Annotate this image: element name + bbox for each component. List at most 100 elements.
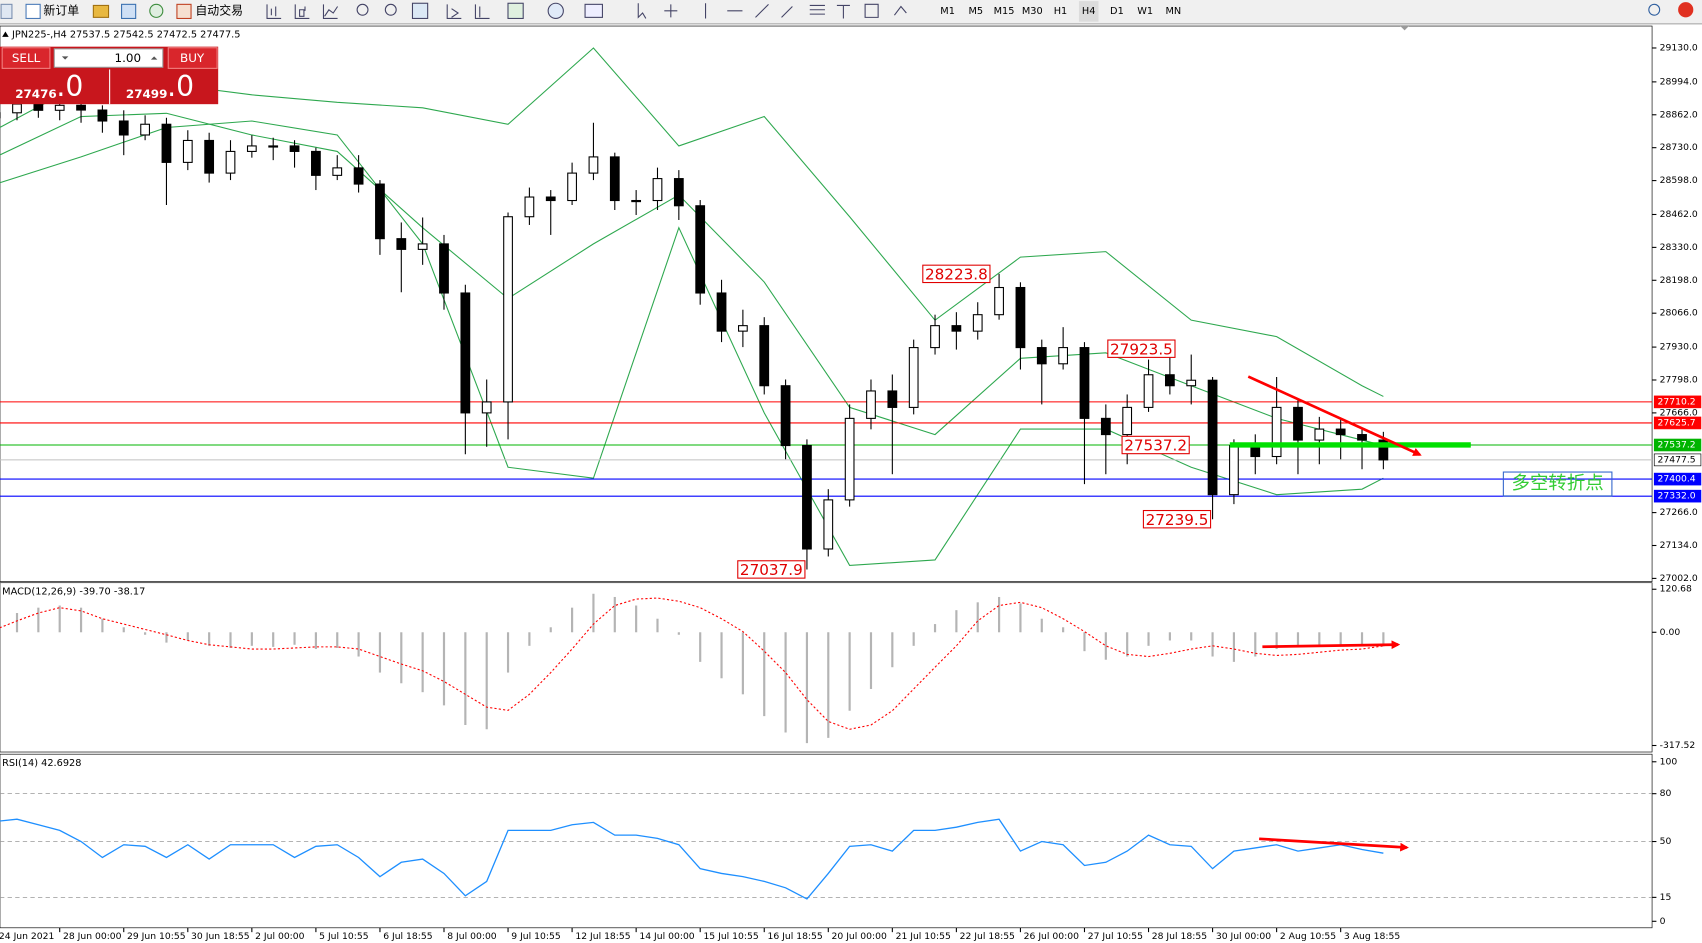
candle-body xyxy=(97,109,108,122)
candle-body xyxy=(161,123,172,163)
rsi-title: RSI(14) 42.6928 xyxy=(2,758,81,769)
y-tick-label: 50 xyxy=(1660,836,1672,847)
tool-icon[interactable] xyxy=(411,2,429,19)
candle-body xyxy=(118,120,129,136)
tool-icon[interactable] xyxy=(474,4,490,19)
candle-body xyxy=(545,196,556,202)
candle-body xyxy=(76,104,86,111)
level-label: 27537.2 xyxy=(1657,439,1695,450)
y-tick-label: 28862.0 xyxy=(1660,109,1698,120)
candle-body xyxy=(1015,286,1026,349)
candle-body xyxy=(353,167,364,185)
timeframe[interactable]: H1 xyxy=(1054,6,1068,17)
candle-body xyxy=(12,103,22,114)
trade-panel: SELL 1.00 BUY 27476 .0 27499 .0 xyxy=(0,46,219,105)
candle-body xyxy=(1186,379,1197,387)
tool-icon[interactable] xyxy=(149,3,164,18)
band-middle xyxy=(0,112,1384,447)
x-tick-label: 28 Jul 18:55 xyxy=(1152,931,1207,942)
tool-icon[interactable] xyxy=(0,3,13,19)
zoom-out[interactable] xyxy=(384,3,397,16)
ask-frac[interactable]: .0 xyxy=(167,70,194,103)
candle-body xyxy=(1378,439,1389,461)
candle-body xyxy=(1335,428,1346,436)
timeframe[interactable]: M30 xyxy=(1022,6,1043,17)
candle-body xyxy=(972,314,983,332)
timeframe[interactable]: W1 xyxy=(1137,6,1153,17)
candle-body xyxy=(417,243,428,250)
tool-icon[interactable] xyxy=(547,2,564,19)
timeframe[interactable]: H4 xyxy=(1082,6,1096,17)
x-tick-label: 24 Jun 2021 xyxy=(0,931,55,942)
annotation-label: 27037.9 xyxy=(740,561,803,579)
buy-label[interactable]: BUY xyxy=(180,51,205,65)
lots-down[interactable] xyxy=(61,56,69,60)
draw-tools[interactable] xyxy=(637,3,907,19)
auto-trading-icon[interactable] xyxy=(176,3,192,19)
new-order-icon[interactable] xyxy=(25,3,41,19)
x-tick-label: 2 Jul 00:00 xyxy=(255,931,305,942)
notifications[interactable] xyxy=(1678,2,1694,18)
annotation-box xyxy=(1107,339,1176,358)
tool-icon[interactable] xyxy=(92,4,110,18)
y-tick-label: 28330.0 xyxy=(1660,242,1698,253)
level-label-bg xyxy=(1653,416,1702,430)
level-label-bg xyxy=(1653,453,1702,467)
tool-icon[interactable] xyxy=(446,4,462,19)
timeframe[interactable]: M5 xyxy=(969,6,984,17)
sell-label[interactable]: SELL xyxy=(12,51,41,65)
buy-button[interactable] xyxy=(167,47,218,69)
zoom-in[interactable] xyxy=(356,3,369,16)
candle-body xyxy=(1036,347,1047,365)
x-tick-label: 3 Aug 18:55 xyxy=(1344,931,1400,942)
lots-input[interactable] xyxy=(53,48,164,68)
timeframe[interactable]: M15 xyxy=(994,6,1015,17)
ask-main[interactable]: 27499 xyxy=(126,87,167,101)
tool-icon[interactable] xyxy=(507,2,524,19)
bid-main[interactable]: 27476 xyxy=(15,87,56,101)
level-label: 27710.2 xyxy=(1657,396,1695,407)
candle-body xyxy=(375,183,385,240)
candle-body xyxy=(439,243,449,294)
candle-body xyxy=(140,123,150,136)
rsi-panel xyxy=(0,753,1653,929)
tool-icon[interactable] xyxy=(294,4,310,19)
plot: 29130.0 28994.0 28862.0 28730.0 28598.0 28462… xyxy=(0,42,1702,942)
x-tick-label: 6 Jul 18:55 xyxy=(383,931,433,942)
y-tick-label: 28066.0 xyxy=(1660,308,1698,319)
marker-box xyxy=(1502,471,1613,497)
macd-arrow xyxy=(1262,640,1401,650)
annotation-label: 28223.8 xyxy=(925,265,988,283)
timeframe[interactable]: D1 xyxy=(1110,6,1124,17)
x-tick-label: 16 Jul 18:55 xyxy=(767,931,822,942)
y-tick-label: 0 xyxy=(1660,916,1666,927)
new-order[interactable]: 新订单 xyxy=(43,3,79,17)
x-tick-label: 27 Jul 10:55 xyxy=(1088,931,1143,942)
tool-icon[interactable] xyxy=(584,3,603,18)
auto-trading[interactable]: 自动交易 xyxy=(195,3,243,17)
y-tick-label: 27266.0 xyxy=(1660,507,1698,518)
lots-up[interactable] xyxy=(150,56,158,60)
x-tick-label: 30 Jul 00:00 xyxy=(1216,931,1271,942)
candle-body xyxy=(396,238,407,250)
tool-icon[interactable] xyxy=(266,4,282,19)
timeframe[interactable]: M1 xyxy=(940,6,955,17)
candle-body xyxy=(631,199,642,203)
candle-body xyxy=(588,156,599,174)
annotation-box xyxy=(1121,435,1190,455)
x-tick-label: 26 Jul 00:00 xyxy=(1024,931,1079,942)
candle-body xyxy=(503,216,513,403)
tool-icon[interactable] xyxy=(121,3,137,19)
lots-value[interactable]: 1.00 xyxy=(115,51,142,65)
tool-icon[interactable] xyxy=(322,4,339,19)
candle-body xyxy=(33,103,44,111)
x-tick-label: 15 Jul 10:55 xyxy=(703,931,758,942)
macd-panel xyxy=(0,582,1653,753)
search[interactable] xyxy=(1648,3,1661,16)
price-title: JPN225-,H4 27537.5 27542.5 27472.5 27477… xyxy=(11,30,241,41)
timeframe[interactable]: MN xyxy=(1166,6,1182,17)
bid-frac[interactable]: .0 xyxy=(56,70,83,103)
sell-button[interactable] xyxy=(1,47,51,69)
